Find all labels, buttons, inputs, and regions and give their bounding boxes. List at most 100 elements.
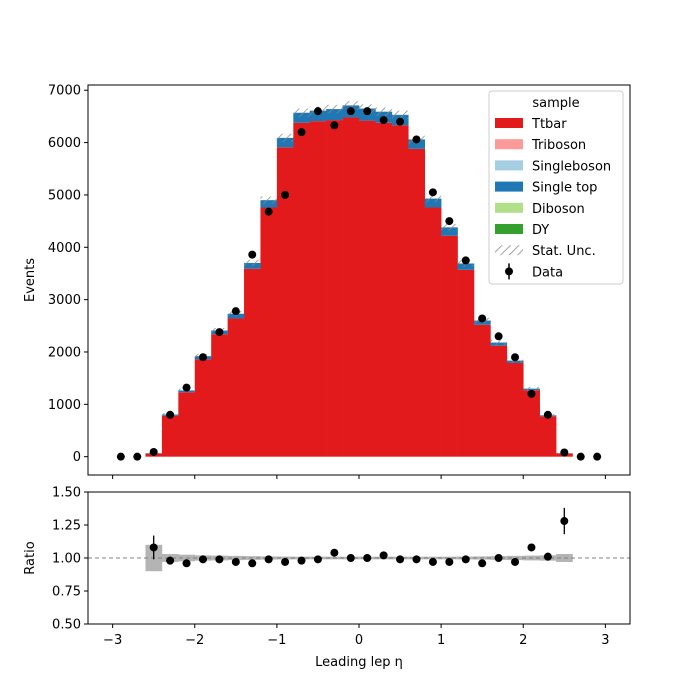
stat-unc-8 xyxy=(276,133,294,142)
x-tick-label-2: 2 xyxy=(519,633,527,648)
ratio-y-tick-label-4: 1.50 xyxy=(52,486,81,501)
ratio-point-19 xyxy=(461,555,470,564)
ratio-point-23 xyxy=(527,543,536,552)
data-point-14 xyxy=(346,107,355,116)
y-tick-label-7000: 7000 xyxy=(48,84,81,99)
legend-title: sample xyxy=(532,96,579,111)
bar-ttbar-19 xyxy=(457,269,475,457)
legend-swatch-stat-unc xyxy=(495,245,523,256)
legend: sample Ttbar Triboson Singleboson Single top… xyxy=(488,90,624,285)
ratio-y-axis-label: Ratio xyxy=(23,541,38,574)
ratio-point-3 xyxy=(198,555,207,564)
stat-unc-9 xyxy=(293,108,310,117)
data-point-24 xyxy=(511,353,520,362)
data-point-25 xyxy=(527,389,536,398)
x-tick-label-0: 0 xyxy=(355,633,363,648)
stat-unc-7 xyxy=(260,196,277,204)
y-tick-label-1000: 1000 xyxy=(48,398,81,413)
data-point-20 xyxy=(445,217,454,226)
y-tick-label-5000: 5000 xyxy=(48,188,81,203)
bar-ttbar-24 xyxy=(539,416,557,457)
ratio-point-4 xyxy=(215,555,224,564)
data-point-7 xyxy=(231,307,240,316)
bar-ttbar-8 xyxy=(276,147,294,457)
legend-label-0: Ttbar xyxy=(531,117,567,132)
ratio-point-16 xyxy=(412,555,421,564)
stack-bars xyxy=(145,105,573,457)
ratio-y-tick-label-0: 0.50 xyxy=(52,618,81,633)
bar-ttbar-3 xyxy=(194,359,212,457)
ratio-point-25 xyxy=(560,517,569,526)
ratio-point-5 xyxy=(231,557,240,566)
bar-ttbar-6 xyxy=(244,268,261,457)
x-tick-label-1: 1 xyxy=(437,633,445,648)
legend-label-1: Triboson xyxy=(531,138,586,153)
data-point-6 xyxy=(215,328,224,337)
data-point-22 xyxy=(478,314,487,323)
ratio-point-11 xyxy=(330,548,339,557)
bar-ttbar-10 xyxy=(309,121,327,457)
ratio-point-14 xyxy=(379,551,388,560)
legend-label-data: Data xyxy=(532,265,563,280)
y-tick-label-6000: 6000 xyxy=(48,136,81,151)
ratio-point-17 xyxy=(428,557,437,566)
ratio-point-8 xyxy=(281,557,290,566)
bar-ttbar-21 xyxy=(490,345,508,457)
ratio-point-10 xyxy=(313,555,322,564)
bar-ttbar-17 xyxy=(424,207,442,457)
data-point-19 xyxy=(428,188,437,197)
bar-single-top-11 xyxy=(326,109,343,121)
stat-unc-15 xyxy=(391,110,409,120)
data-point-12 xyxy=(313,107,322,116)
stat-unc-17 xyxy=(424,194,442,203)
legend-swatch-2 xyxy=(495,160,523,171)
data-point-10 xyxy=(281,190,290,199)
stat-unc-23 xyxy=(523,386,540,391)
stat-unc-18 xyxy=(441,223,458,231)
legend-data-marker xyxy=(505,267,513,276)
bar-ttbar-22 xyxy=(506,362,524,457)
ratio-point-7 xyxy=(264,555,273,564)
data-point-13 xyxy=(330,121,339,130)
y-tick-label-2000: 2000 xyxy=(48,345,81,360)
stat-unc-14 xyxy=(375,107,392,116)
data-point-15 xyxy=(363,107,372,116)
x-tick-label-3: 3 xyxy=(601,633,609,648)
data-point-23 xyxy=(494,332,503,341)
data-point-26 xyxy=(543,410,552,419)
legend-label-4: Diboson xyxy=(532,202,585,217)
ratio-point-18 xyxy=(445,557,454,566)
y-tick-label-0: 0 xyxy=(73,450,81,465)
bar-single-top-9 xyxy=(293,112,311,123)
legend-label-stat-unc: Stat. Unc. xyxy=(532,244,596,259)
bar-ttbar-23 xyxy=(523,390,540,457)
data-point-4 xyxy=(182,383,191,392)
bar-ttbar-4 xyxy=(211,334,228,457)
bar-ttbar-7 xyxy=(260,207,278,457)
ratio-point-6 xyxy=(248,559,257,568)
bar-ttbar-20 xyxy=(473,324,491,457)
bar-single-top-18 xyxy=(441,227,458,236)
x-tick-label--2: −2 xyxy=(185,633,204,648)
legend-swatch-4 xyxy=(495,202,523,213)
ratio-point-9 xyxy=(297,556,306,565)
ratio-point-12 xyxy=(346,554,355,562)
ratio-point-20 xyxy=(478,559,487,568)
ratio-point-2 xyxy=(182,559,191,568)
ratio-y-tick-label-2: 1.00 xyxy=(52,552,81,567)
x-tick-label--3: −3 xyxy=(103,633,122,648)
legend-swatch-3 xyxy=(495,181,523,192)
data-point-11 xyxy=(297,128,306,137)
ratio-y-tick-label-1: 0.75 xyxy=(52,585,81,600)
bar-ttbar-13 xyxy=(359,120,376,457)
y-axis-label: Events xyxy=(23,258,38,302)
x-tick-label--1: −1 xyxy=(267,633,286,648)
x-axis-label: Leading lep η xyxy=(315,655,403,670)
main-panel: 0 1000 2000 3000 4000 5000 6000 7000 Events sampl… xyxy=(23,84,631,479)
ratio-point-0 xyxy=(149,543,158,552)
data-point-29 xyxy=(593,452,602,461)
ratio-point-22 xyxy=(511,557,520,566)
bar-ttbar-14 xyxy=(375,122,393,457)
legend-swatch-0 xyxy=(495,118,523,128)
